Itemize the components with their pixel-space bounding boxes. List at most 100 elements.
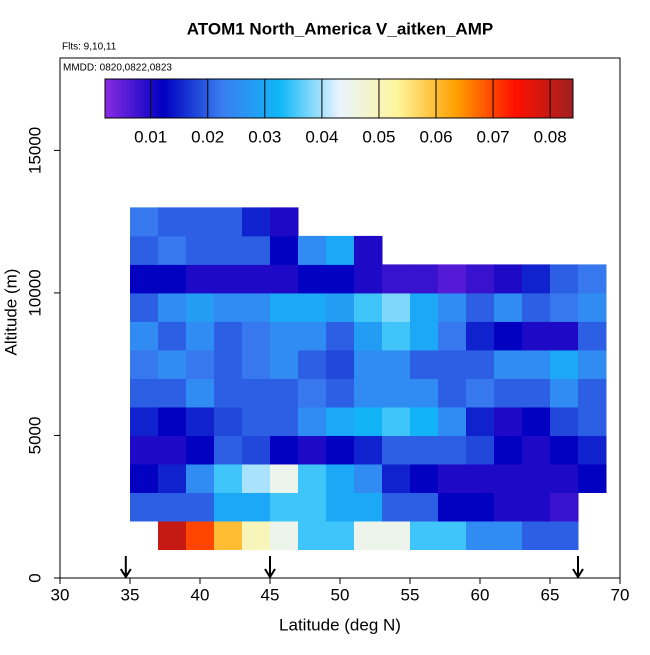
- heat-cell: [270, 235, 299, 265]
- heat-cell: [214, 321, 243, 351]
- heat-cell: [578, 378, 607, 408]
- heat-cell: [410, 492, 439, 522]
- heat-cell: [270, 321, 299, 351]
- arrow: [119, 556, 132, 579]
- heat-cell: [354, 321, 383, 351]
- x-tick-label: 60: [471, 585, 490, 604]
- heat-cell: [410, 520, 439, 550]
- heat-cell: [550, 492, 579, 522]
- heat-cell: [326, 264, 355, 294]
- heat-cell: [522, 349, 551, 379]
- heat-cell: [186, 264, 215, 294]
- heat-cell: [382, 406, 411, 436]
- heat-cell: [438, 435, 467, 465]
- heat-cell: [494, 349, 523, 379]
- heat-cell: [410, 406, 439, 436]
- heat-cell: [242, 435, 271, 465]
- heat-cell: [578, 463, 607, 493]
- heat-cell: [494, 520, 523, 550]
- heat-cell: [214, 406, 243, 436]
- colorbar-tick-label: 0.07: [477, 127, 510, 146]
- heat-cell: [522, 492, 551, 522]
- heat-cell: [214, 435, 243, 465]
- annotation: Flts: 9,10,11: [62, 42, 117, 53]
- colorbar: [104, 78, 574, 119]
- heat-cell: [130, 207, 159, 237]
- heat-cell: [466, 349, 495, 379]
- heat-cell: [158, 463, 187, 493]
- heat-cell: [242, 520, 271, 550]
- heat-cell: [242, 264, 271, 294]
- x-tick-label: 70: [611, 585, 630, 604]
- heat-cell: [214, 207, 243, 237]
- heat-cell: [522, 406, 551, 436]
- heat-cell: [522, 463, 551, 493]
- heat-cell: [326, 406, 355, 436]
- heat-cell: [186, 463, 215, 493]
- y-axis-title: Altitude (m): [1, 269, 20, 356]
- x-tick-label: 30: [51, 585, 70, 604]
- heat-cell: [270, 463, 299, 493]
- heat-cell: [242, 406, 271, 436]
- heat-cell: [270, 207, 299, 237]
- heat-cell: [578, 349, 607, 379]
- heat-cell: [242, 463, 271, 493]
- colorbar-tick-label: 0.01: [134, 127, 167, 146]
- heat-cell: [186, 492, 215, 522]
- heat-cell: [522, 435, 551, 465]
- heat-cell: [158, 378, 187, 408]
- colorbar-tick-label: 0.06: [419, 127, 452, 146]
- heat-cell: [410, 321, 439, 351]
- heat-cell: [438, 292, 467, 322]
- heat-cell: [522, 264, 551, 294]
- heat-cell: [130, 492, 159, 522]
- heat-cell: [382, 264, 411, 294]
- heat-cell: [550, 406, 579, 436]
- heat-cell: [550, 463, 579, 493]
- heat-cell: [522, 292, 551, 322]
- heat-cell: [578, 406, 607, 436]
- x-axis-title: Latitude (deg N): [279, 615, 401, 634]
- heat-cell: [578, 292, 607, 322]
- heat-cell: [158, 349, 187, 379]
- heat-cell: [270, 406, 299, 436]
- heat-cell: [382, 321, 411, 351]
- heat-cell: [354, 264, 383, 294]
- heat-cell: [326, 235, 355, 265]
- heat-cell: [186, 435, 215, 465]
- heat-cell: [298, 520, 327, 550]
- heat-cell: [326, 321, 355, 351]
- heat-cell: [382, 492, 411, 522]
- heat-cell: [550, 349, 579, 379]
- heat-cell: [466, 492, 495, 522]
- colorbar-tick-label: 0.08: [534, 127, 567, 146]
- heat-cell: [298, 264, 327, 294]
- heat-cell: [438, 492, 467, 522]
- heat-cell: [354, 235, 383, 265]
- heat-cell: [466, 264, 495, 294]
- heat-cell: [410, 463, 439, 493]
- heat-cell: [326, 520, 355, 550]
- heat-cell: [298, 378, 327, 408]
- heat-cell: [186, 520, 215, 550]
- heat-cell: [214, 292, 243, 322]
- heat-cell: [550, 520, 579, 550]
- heat-cell: [130, 349, 159, 379]
- colorbar-tick-label: 0.02: [191, 127, 224, 146]
- heat-cell: [382, 520, 411, 550]
- heat-cell: [158, 292, 187, 322]
- heat-cell: [130, 435, 159, 465]
- heat-cell: [326, 492, 355, 522]
- heat-cell: [522, 321, 551, 351]
- heat-cell: [158, 321, 187, 351]
- heat-cell: [354, 463, 383, 493]
- heat-cell: [550, 321, 579, 351]
- heat-cell: [494, 463, 523, 493]
- heat-cell: [466, 378, 495, 408]
- heat-cell: [466, 321, 495, 351]
- heat-cell: [214, 349, 243, 379]
- heat-cell: [214, 520, 243, 550]
- heat-cell: [298, 492, 327, 522]
- heat-cell: [242, 321, 271, 351]
